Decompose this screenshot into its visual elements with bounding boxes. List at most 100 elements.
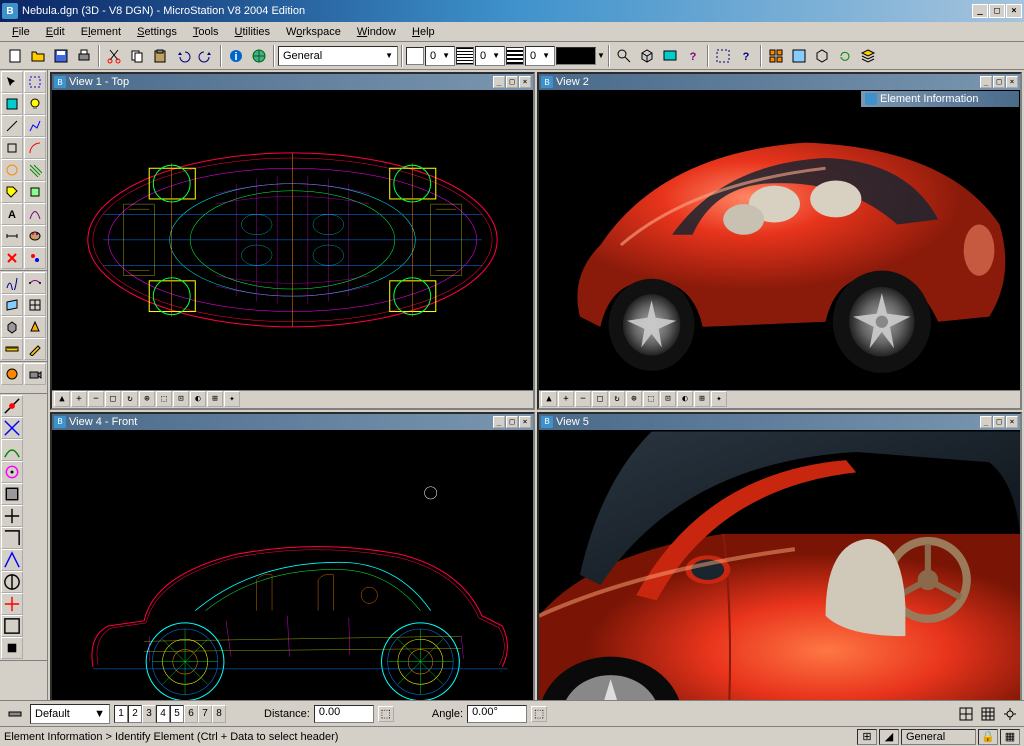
new-icon[interactable] — [4, 45, 26, 67]
view-num-1[interactable]: 1 — [114, 705, 128, 723]
fence-icon[interactable] — [712, 45, 734, 67]
viewport-5-titlebar[interactable]: B View 5 _ □ × — [539, 414, 1020, 430]
circle-icon[interactable] — [1, 159, 23, 181]
polyline-icon[interactable] — [24, 115, 46, 137]
vp-tool-icon[interactable]: ⊕ — [139, 391, 155, 407]
dimension-icon[interactable] — [1, 225, 23, 247]
layer-dropdown[interactable]: General ▼ — [278, 46, 398, 66]
arc-icon[interactable] — [24, 137, 46, 159]
maximize-button[interactable]: □ — [989, 4, 1005, 18]
level-icon[interactable] — [4, 703, 26, 725]
vp-tool-icon[interactable]: □ — [592, 391, 608, 407]
vp-tool-icon[interactable]: ✦ — [711, 391, 727, 407]
angle-input[interactable]: 0.00° — [467, 705, 527, 723]
display-icon[interactable] — [659, 45, 681, 67]
vp-tool-icon[interactable]: ◐ — [677, 391, 693, 407]
measure-icon[interactable] — [1, 338, 23, 360]
spline2-icon[interactable] — [24, 272, 46, 294]
view-attr-icon[interactable] — [1, 93, 23, 115]
color-dropdown[interactable]: 0 ▼ — [425, 46, 455, 66]
snap12-icon[interactable] — [1, 637, 23, 659]
viewport-close-icon[interactable]: × — [519, 76, 531, 88]
snap4-icon[interactable] — [1, 461, 23, 483]
bulb-icon[interactable] — [24, 93, 46, 115]
save-icon[interactable] — [50, 45, 72, 67]
lineweight-swatch[interactable] — [506, 47, 524, 65]
viewport-minimize-icon[interactable]: _ — [980, 416, 992, 428]
viewport-2-titlebar[interactable]: B View 2 _ □ × — [539, 74, 1020, 90]
view-icon[interactable] — [788, 45, 810, 67]
snap7-icon[interactable] — [1, 527, 23, 549]
status-mode-icon[interactable]: ▦ — [1000, 729, 1020, 745]
view-num-2[interactable]: 2 — [128, 705, 142, 723]
vp-tool-icon[interactable]: ⊡ — [173, 391, 189, 407]
status-flag-icon[interactable]: ◢ — [879, 729, 899, 745]
fill-swatch[interactable] — [556, 47, 596, 65]
redo-icon[interactable] — [195, 45, 217, 67]
modify-icon[interactable] — [24, 338, 46, 360]
minimize-button[interactable]: _ — [972, 4, 988, 18]
view-num-7[interactable]: 7 — [198, 705, 212, 723]
fence-icon[interactable] — [24, 71, 46, 93]
menu-tools[interactable]: Tools — [185, 24, 227, 40]
view-num-5[interactable]: 5 — [170, 705, 184, 723]
viewport-minimize-icon[interactable]: _ — [493, 416, 505, 428]
mesh-icon[interactable] — [24, 294, 46, 316]
distance-input[interactable]: 0.00 — [314, 705, 374, 723]
snap6-icon[interactable] — [1, 505, 23, 527]
help-icon[interactable]: ? — [682, 45, 704, 67]
viewport-close-icon[interactable]: × — [1006, 76, 1018, 88]
viewport-1-titlebar[interactable]: B View 1 - Top _ □ × — [52, 74, 533, 90]
accudraw-icon[interactable] — [956, 704, 976, 724]
vp-tool-icon[interactable]: ⬚ — [156, 391, 172, 407]
menu-edit[interactable]: Edit — [38, 24, 73, 40]
snap10-icon[interactable] — [1, 593, 23, 615]
render-icon[interactable] — [1, 363, 23, 385]
text-icon[interactable]: A — [1, 203, 23, 225]
viewport-1-canvas[interactable] — [52, 90, 533, 390]
cube2-icon[interactable] — [811, 45, 833, 67]
vp-tool-icon[interactable]: ⬚ — [643, 391, 659, 407]
vp-tool-icon[interactable]: ▲ — [541, 391, 557, 407]
viewport-maximize-icon[interactable]: □ — [993, 76, 1005, 88]
viewport-close-icon[interactable]: × — [519, 416, 531, 428]
snap11-icon[interactable] — [1, 615, 23, 637]
info-icon[interactable]: i — [225, 45, 247, 67]
zoom-icon[interactable] — [613, 45, 635, 67]
vp-tool-icon[interactable]: ⊞ — [694, 391, 710, 407]
paste-icon[interactable] — [149, 45, 171, 67]
viewport-4-titlebar[interactable]: B View 4 - Front _ □ × — [52, 414, 533, 430]
camera-icon[interactable] — [24, 363, 46, 385]
view-num-4[interactable]: 4 — [156, 705, 170, 723]
viewport-minimize-icon[interactable]: _ — [980, 76, 992, 88]
snap-toggle-icon[interactable] — [1000, 704, 1020, 724]
copy-icon[interactable] — [126, 45, 148, 67]
delete-icon[interactable] — [1, 247, 23, 269]
snap8-icon[interactable] — [1, 549, 23, 571]
status-snap-mode[interactable]: General — [901, 729, 976, 745]
status-icon[interactable]: ⊞ — [857, 729, 877, 745]
vp-tool-icon[interactable]: ⊞ — [207, 391, 223, 407]
cone-icon[interactable] — [24, 316, 46, 338]
viewport-4-canvas[interactable] — [52, 430, 533, 700]
snap3-icon[interactable] — [1, 439, 23, 461]
menu-element[interactable]: Element — [73, 24, 129, 40]
tag-icon[interactable] — [1, 181, 23, 203]
globe-icon[interactable] — [248, 45, 270, 67]
view-num-8[interactable]: 8 — [212, 705, 226, 723]
menu-workspace[interactable]: Workspace — [278, 24, 349, 40]
viewport-maximize-icon[interactable]: □ — [506, 416, 518, 428]
vp-tool-icon[interactable]: ✦ — [224, 391, 240, 407]
vp-tool-icon[interactable]: − — [575, 391, 591, 407]
view-num-3[interactable]: 3 — [142, 705, 156, 723]
shape-icon[interactable] — [1, 137, 23, 159]
vp-tool-icon[interactable]: ⊕ — [626, 391, 642, 407]
linestyle-dropdown[interactable]: 0 ▼ — [475, 46, 505, 66]
spline-icon[interactable] — [1, 272, 23, 294]
viewport-close-icon[interactable]: × — [1006, 416, 1018, 428]
menu-help[interactable]: Help — [404, 24, 443, 40]
cut-icon[interactable] — [103, 45, 125, 67]
cell-icon[interactable] — [24, 181, 46, 203]
layers-icon[interactable] — [857, 45, 879, 67]
menu-file[interactable]: File — [4, 24, 38, 40]
